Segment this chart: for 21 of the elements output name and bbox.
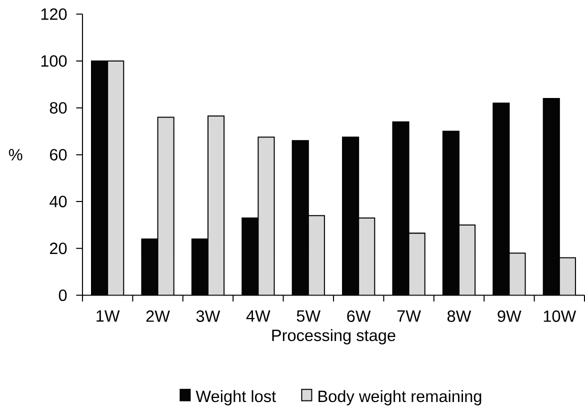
legend-label: Body weight remaining bbox=[318, 390, 482, 406]
y-tick-label: 80 bbox=[50, 102, 67, 114]
legend-label: Weight lost bbox=[196, 390, 276, 406]
x-tick-label: 10W bbox=[544, 310, 576, 322]
x-tick-label: 2W bbox=[146, 310, 170, 322]
y-tick-label: 60 bbox=[50, 149, 67, 161]
y-tick-label: 20 bbox=[50, 242, 67, 254]
x-tick-label: 1W bbox=[96, 310, 120, 322]
x-tick-label: 9W bbox=[498, 310, 522, 322]
x-tick-label: 6W bbox=[347, 310, 371, 322]
y-tick-label: 100 bbox=[41, 55, 67, 67]
y-tick-label: 0 bbox=[58, 290, 67, 302]
x-tick-label: 4W bbox=[246, 310, 270, 322]
y-tick-label: 40 bbox=[50, 196, 67, 208]
y-axis-title: % bbox=[8, 149, 22, 160]
x-tick-label: 3W bbox=[196, 310, 220, 322]
x-tick-label: 7W bbox=[397, 310, 421, 322]
y-tick-label: 120 bbox=[41, 8, 67, 20]
x-tick-label: 5W bbox=[296, 310, 321, 322]
x-tick-label: 8W bbox=[447, 310, 472, 322]
x-axis-title: Processing stage bbox=[272, 329, 396, 344]
